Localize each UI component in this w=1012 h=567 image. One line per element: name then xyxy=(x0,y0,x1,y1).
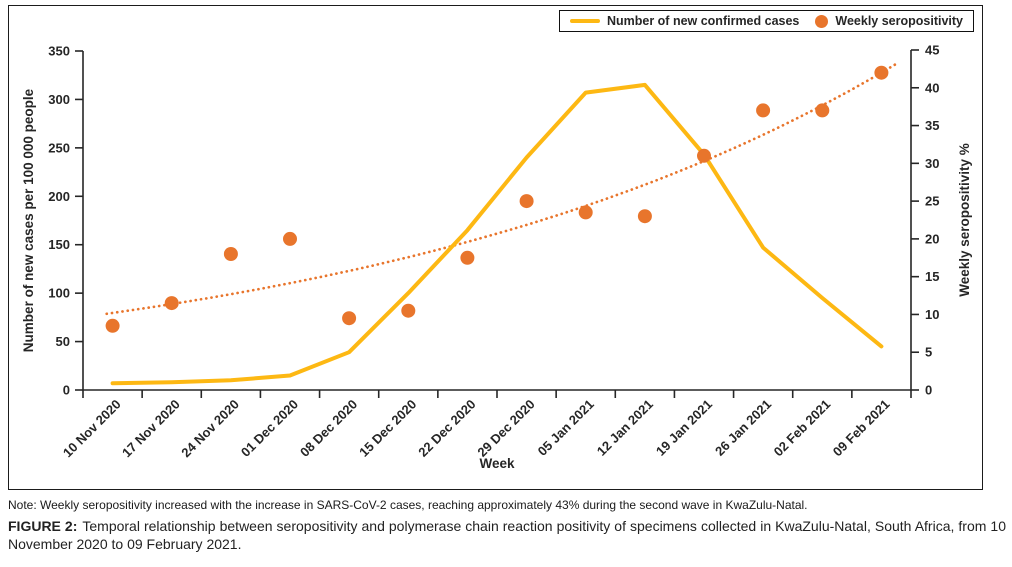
legend-item-cases: Number of new confirmed cases xyxy=(569,14,800,28)
seropositivity-dot xyxy=(223,247,238,261)
seropositivity-dot xyxy=(815,103,830,118)
chart-canvas: 0 50 100 150 200 250 300 350 0 5 10 15 20 25 30 35 40 45 1… xyxy=(21,43,972,472)
x-axis-tick-label: 01 Dec 2020 xyxy=(238,397,301,460)
x-axis-tick-label: 17 Nov 2020 xyxy=(119,397,183,461)
right-axis-tick-label: 5 xyxy=(925,345,932,360)
right-axis-title: Weekly seropositivity % xyxy=(957,143,972,297)
left-axis-title: Number of new cases per 100 000 people xyxy=(21,88,36,352)
x-axis-tick-label: 15 Dec 2020 xyxy=(356,397,419,460)
seropositivity-dot xyxy=(697,148,711,163)
left-axis-tick-label: 350 xyxy=(48,44,70,59)
seropositivity-dot xyxy=(756,103,771,118)
right-axis-tick-label: 15 xyxy=(925,269,939,284)
x-axis-tick-label: 24 Nov 2020 xyxy=(178,397,242,461)
x-axis-tick-label: 09 Feb 2021 xyxy=(830,397,893,460)
seropositivity-dot xyxy=(578,205,593,220)
left-axis-tick-label: 50 xyxy=(56,334,70,349)
x-axis-tick-label: 12 Jan 2021 xyxy=(594,397,656,459)
right-axis-tick-label: 30 xyxy=(925,156,939,171)
figure-note: Note: Weekly seropositivity increased wi… xyxy=(8,498,808,512)
right-axis-tick-label: 45 xyxy=(925,43,939,58)
left-axis-tick-label: 150 xyxy=(48,237,70,252)
right-axis-tick-label: 20 xyxy=(925,231,939,246)
seropositivity-dot xyxy=(342,311,357,326)
cases-line xyxy=(110,82,884,386)
legend: Number of new confirmed cases Weekly ser… xyxy=(558,10,974,32)
x-axis-tick-label: 10 Nov 2020 xyxy=(60,397,124,461)
figure-caption: FIGURE 2: Temporal relationship between s… xyxy=(8,517,1006,553)
x-axis-tick-label: 05 Jan 2021 xyxy=(535,397,597,459)
legend-item-seropositivity: Weekly seropositivity xyxy=(815,14,963,28)
right-axis-tick-label: 35 xyxy=(925,118,939,133)
axis-frame xyxy=(82,50,912,391)
x-axis-tick-label: 22 Dec 2020 xyxy=(415,397,478,460)
chart-box: 0 50 100 150 200 250 300 350 0 5 10 15 20 25 30 35 40 45 1… xyxy=(8,5,983,490)
legend-label-cases: Number of new confirmed cases xyxy=(606,14,800,28)
seropositivity-dot xyxy=(283,231,297,246)
left-axis-tick-label: 250 xyxy=(48,140,70,155)
x-axis-tick-label: 29 Dec 2020 xyxy=(474,397,537,460)
seropositivity-dot xyxy=(164,296,179,311)
right-axis-tick-label: 40 xyxy=(925,80,939,95)
left-axis-tick-label: 200 xyxy=(48,189,70,204)
figure-caption-label: FIGURE 2: xyxy=(8,518,78,534)
seropositivity-dot xyxy=(874,65,889,80)
right-axis-tick-label: 25 xyxy=(925,194,939,209)
x-axis-tick-label: 08 Dec 2020 xyxy=(297,397,360,460)
left-axis-tick-label: 100 xyxy=(48,286,70,301)
seropositivity-dot xyxy=(401,303,416,318)
legend-label-seropositivity: Weekly seropositivity xyxy=(835,14,963,28)
seropositivity-dot xyxy=(519,194,534,209)
figure-caption-text: Temporal relationship between seropositi… xyxy=(8,518,1007,553)
cases-line-swatch xyxy=(569,18,600,24)
seropositivity-trendline xyxy=(105,62,898,316)
x-axis-tick-label: 26 Jan 2021 xyxy=(712,397,774,459)
seropositivity-dot-swatch xyxy=(815,14,829,28)
right-axis-tick-label: 10 xyxy=(925,307,939,322)
seropositivity-dot xyxy=(460,250,475,265)
x-axis-tick-label: 19 Jan 2021 xyxy=(653,397,715,459)
right-axis-tick-label: 0 xyxy=(925,383,932,398)
seropositivity-dot xyxy=(105,318,120,333)
seropositivity-dot xyxy=(637,209,652,224)
x-axis-title: Week xyxy=(479,456,515,471)
left-axis-tick-label: 300 xyxy=(48,92,70,107)
x-axis-tick-label: 02 Feb 2021 xyxy=(771,397,834,460)
left-axis-tick-label: 0 xyxy=(63,383,70,398)
